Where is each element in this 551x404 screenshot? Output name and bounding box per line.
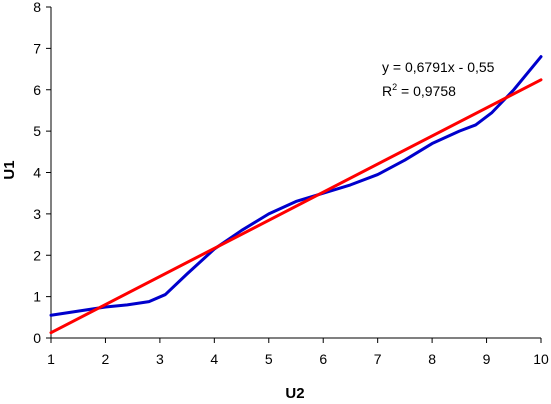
y-tick-label: 2	[33, 247, 41, 263]
x-tick-label: 1	[47, 351, 55, 367]
x-axis-title: U2	[285, 385, 304, 402]
trendline-equation: y = 0,6791x - 0,55	[382, 59, 495, 75]
x-tick-label: 2	[102, 351, 110, 367]
x-tick-label: 8	[428, 351, 436, 367]
x-tick-label: 3	[156, 351, 164, 367]
y-tick-label: 5	[33, 123, 41, 139]
y-tick-label: 4	[33, 165, 41, 181]
r-squared-superscript: 2	[392, 82, 397, 92]
x-tick-label: 10	[533, 351, 549, 367]
x-tick-label: 9	[483, 351, 491, 367]
data-series-line	[49, 55, 543, 317]
y-tick-label: 3	[33, 206, 41, 222]
y-tick-label: 0	[33, 330, 41, 346]
x-tick-label: 5	[265, 351, 273, 367]
y-tick-label: 8	[33, 0, 41, 15]
y-tick-label: 7	[33, 40, 41, 56]
y-axis-title: U1	[1, 160, 18, 179]
r-squared-label: R2 = 0,9758	[382, 82, 456, 99]
y-tick-label: 1	[33, 289, 41, 305]
trendline	[49, 78, 543, 335]
r-squared-symbol: R	[382, 83, 392, 99]
series-layer	[49, 55, 543, 335]
r-squared-value: = 0,9758	[397, 83, 456, 99]
x-tick-label: 6	[319, 351, 327, 367]
axes	[46, 6, 542, 343]
x-tick-label: 7	[374, 351, 382, 367]
x-tick-label: 4	[210, 351, 218, 367]
y-tick-label: 6	[33, 82, 41, 98]
